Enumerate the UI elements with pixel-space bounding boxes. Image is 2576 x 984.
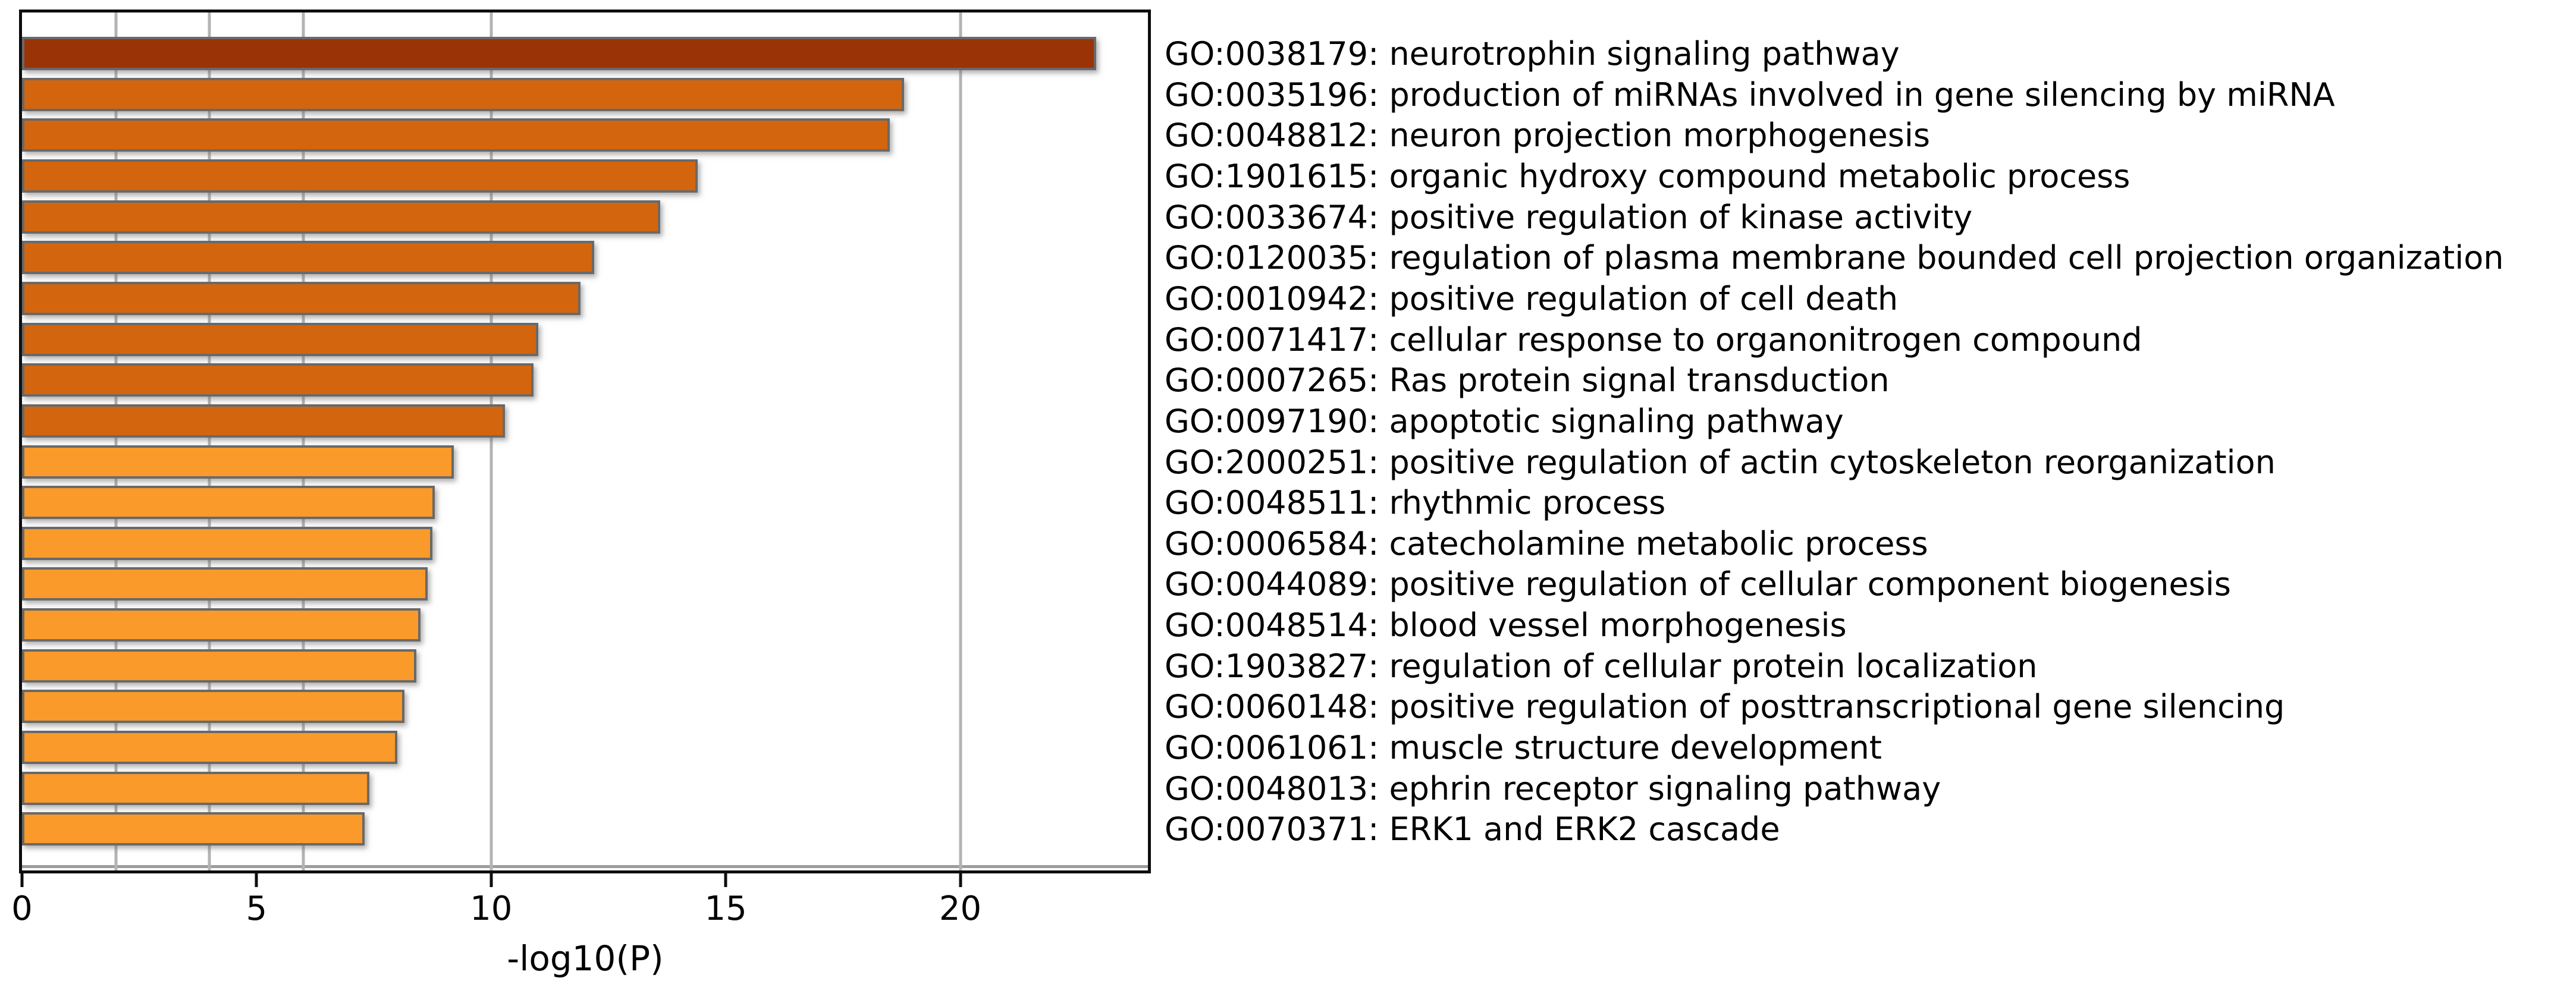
go-term-label-16: GO:1903827: regulation of cellular prote… <box>1165 647 2038 685</box>
x-tick-5 <box>255 872 258 887</box>
bar-11 <box>22 445 454 479</box>
go-term-label-9: GO:0007265: Ras protein signal transduct… <box>1165 361 1890 400</box>
go-term-label-13: GO:0006584: catecholamine metabolic proc… <box>1165 524 1928 562</box>
go-term-labels-column: GO:0038179: neurotrophin signaling pathw… <box>1165 0 2576 873</box>
go-term-label-20: GO:0070371: ERK1 and ERK2 cascade <box>1165 810 1780 848</box>
x-tick-0 <box>20 872 24 887</box>
axis-baseline-shadow <box>22 865 1148 868</box>
go-term-label-5: GO:0033674: positive regulation of kinas… <box>1165 198 1973 236</box>
gridline-x-6 <box>302 12 305 870</box>
go-term-label-8: GO:0071417: cellular response to organon… <box>1165 320 2142 359</box>
plot-area <box>19 10 1151 873</box>
go-term-label-11: GO:2000251: positive regulation of actin… <box>1165 443 2276 481</box>
bar-16 <box>22 649 416 683</box>
bar-19 <box>22 771 369 805</box>
bar-10 <box>22 404 506 438</box>
go-term-label-19: GO:0048013: ephrin receptor signaling pa… <box>1165 769 1941 807</box>
x-tick-label-15: 15 <box>704 889 747 928</box>
bar-14 <box>22 567 428 601</box>
go-term-label-18: GO:0061061: muscle structure development <box>1165 729 1882 767</box>
bar-3 <box>22 118 890 152</box>
gridline-x-20 <box>959 12 962 870</box>
go-term-label-7: GO:0010942: positive regulation of cell … <box>1165 279 1899 317</box>
gridline-x-10 <box>490 12 493 870</box>
go-term-label-6: GO:0120035: regulation of plasma membran… <box>1165 239 2504 277</box>
bar-6 <box>22 241 595 275</box>
bar-1 <box>22 37 1097 70</box>
gridline-x-4 <box>208 12 211 870</box>
bar-9 <box>22 363 534 397</box>
x-tick-label-10: 10 <box>470 889 513 928</box>
go-term-label-12: GO:0048511: rhythmic process <box>1165 484 1666 522</box>
bar-8 <box>22 322 538 356</box>
go-term-label-15: GO:0048514: blood vessel morphogenesis <box>1165 606 1847 645</box>
go-term-label-4: GO:1901615: organic hydroxy compound met… <box>1165 157 2131 195</box>
go-term-label-1: GO:0038179: neurotrophin signaling pathw… <box>1165 35 1900 73</box>
gridline-x-2 <box>114 12 118 870</box>
go-term-label-17: GO:0060148: positive regulation of postt… <box>1165 688 2285 726</box>
go-term-label-3: GO:0048812: neuron projection morphogene… <box>1165 117 1931 155</box>
bar-13 <box>22 526 433 560</box>
go-term-label-10: GO:0097190: apoptotic signaling pathway <box>1165 402 1844 440</box>
x-tick-20 <box>959 872 962 887</box>
bar-20 <box>22 812 365 846</box>
bar-5 <box>22 200 660 234</box>
x-tick-label-20: 20 <box>939 889 982 928</box>
bar-12 <box>22 486 435 520</box>
bar-2 <box>22 77 904 111</box>
x-tick-15 <box>724 872 727 887</box>
bar-7 <box>22 281 581 315</box>
bar-4 <box>22 159 698 193</box>
x-axis-label: -log10(P) <box>507 938 664 979</box>
x-tick-label-0: 0 <box>11 889 33 928</box>
bar-15 <box>22 608 421 642</box>
bar-17 <box>22 690 404 724</box>
go-term-label-14: GO:0044089: positive regulation of cellu… <box>1165 565 2231 603</box>
go-term-label-2: GO:0035196: production of miRNAs involve… <box>1165 76 2335 114</box>
bar-18 <box>22 731 397 765</box>
x-tick-label-5: 5 <box>246 889 268 928</box>
x-tick-10 <box>490 872 493 887</box>
